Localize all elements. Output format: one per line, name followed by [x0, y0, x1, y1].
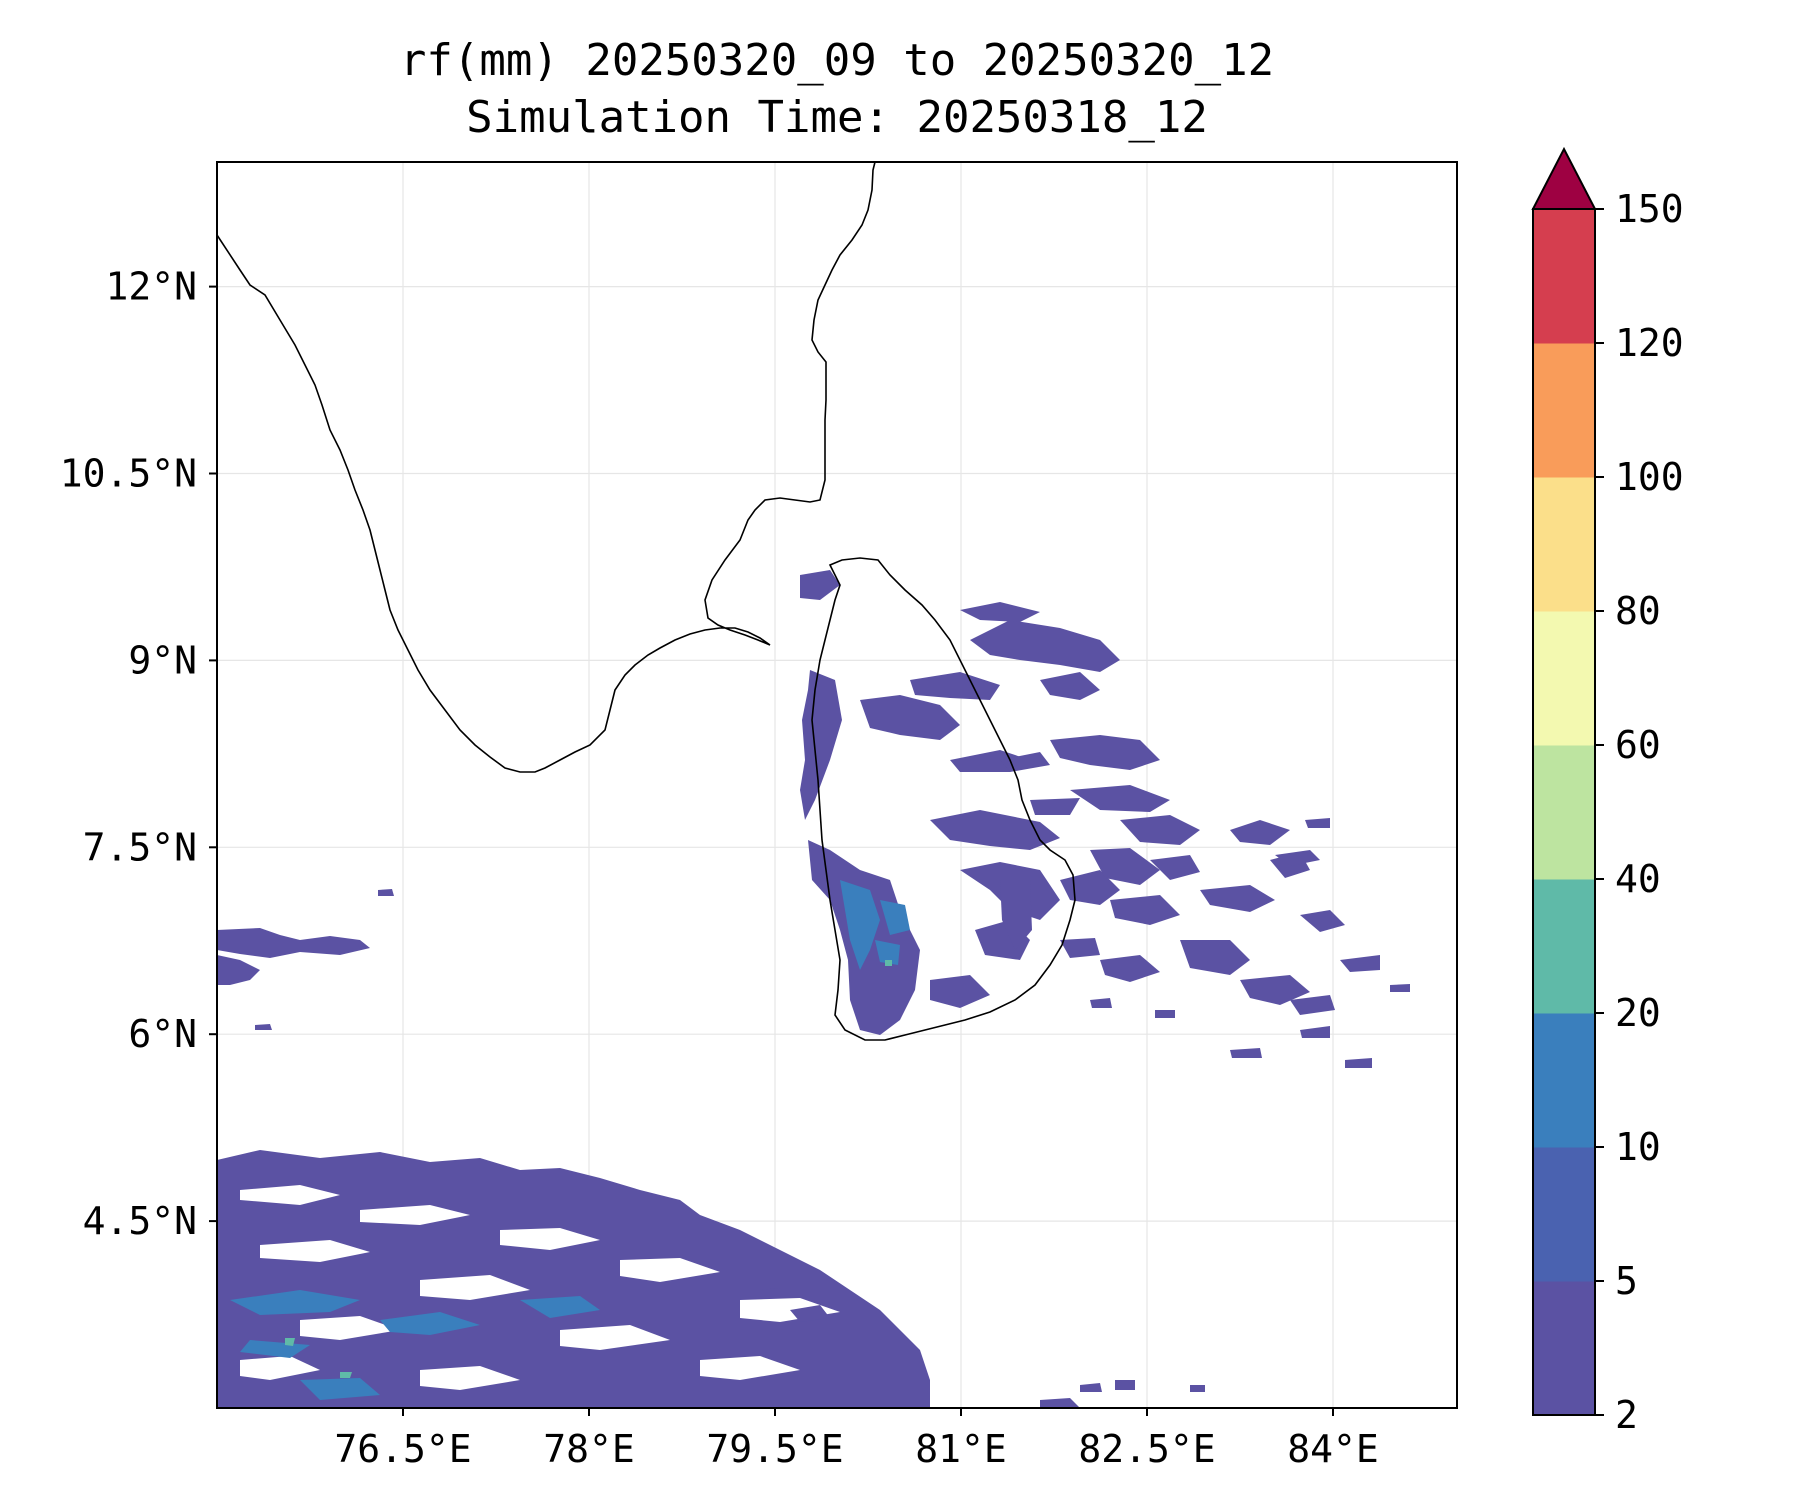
colorbar-band-2 — [1533, 1013, 1595, 1148]
colorbar-band-7 — [1533, 343, 1595, 478]
colorbar-extend-arrow — [1531, 146, 1597, 210]
coastlines — [217, 162, 1076, 1041]
x-tick-label-3: 81°E — [915, 1427, 1007, 1471]
colorbar-band-5 — [1533, 611, 1595, 746]
colorbar-frame — [1532, 208, 1596, 1416]
rainfall-contours — [217, 570, 1410, 1408]
x-axis-ticks: 76.5°E 78°E 79.5°E 81°E 82.5°E 84°E — [334, 1408, 1379, 1471]
rain-southwest-region — [217, 1150, 930, 1408]
x-tick-label-0: 76.5°E — [334, 1427, 471, 1471]
colorbar-band-8 — [1533, 209, 1595, 344]
y-tick-label-4: 6°N — [128, 1012, 197, 1056]
colorbar-band-4 — [1533, 745, 1595, 880]
y-tick-label-2: 9°N — [128, 638, 197, 682]
coastline-india — [217, 162, 876, 773]
colorbar-label-3: 20 — [1615, 991, 1661, 1035]
title-line-2: Simulation Time: 20250318_12 — [466, 92, 1208, 143]
coastline-sri-lanka — [811, 557, 1076, 1041]
colorbar-label-9: 150 — [1615, 187, 1684, 231]
rain-south-patches — [760, 1288, 1205, 1408]
colorbar-band-3 — [1533, 879, 1595, 1014]
rain-sri-lanka-region — [800, 570, 1410, 1068]
colorbar: 2 5 10 20 40 60 80 100 120 150 — [1531, 146, 1684, 1437]
y-tick-label-3: 7.5°N — [83, 825, 197, 869]
rain-west-patches — [217, 889, 394, 1030]
colorbar-label-5: 60 — [1615, 723, 1661, 767]
colorbar-band-1 — [1533, 1147, 1595, 1282]
colorbar-label-1: 5 — [1615, 1259, 1638, 1303]
x-tick-label-5: 84°E — [1287, 1427, 1379, 1471]
colorbar-label-8: 120 — [1615, 321, 1684, 365]
colorbar-label-4: 40 — [1615, 857, 1661, 901]
plot-frame — [216, 161, 1458, 1409]
x-tick-label-2: 79.5°E — [706, 1427, 843, 1471]
colorbar-label-2: 10 — [1615, 1125, 1661, 1169]
colorbar-band-6 — [1533, 477, 1595, 612]
colorbar-label-0: 2 — [1615, 1393, 1638, 1437]
y-axis-ticks: 12°N 10.5°N 9°N 7.5°N 6°N 4.5°N — [60, 265, 217, 1243]
y-tick-label-5: 4.5°N — [83, 1199, 197, 1243]
colorbar-label-7: 100 — [1615, 455, 1684, 499]
x-tick-label-4: 82.5°E — [1078, 1427, 1215, 1471]
title-line-1: rf(mm) 20250320_09 to 20250320_12 — [400, 35, 1274, 86]
x-tick-label-1: 78°E — [543, 1427, 635, 1471]
colorbar-label-6: 80 — [1615, 589, 1661, 633]
colorbar-band-0 — [1533, 1281, 1595, 1416]
y-tick-label-1: 10.5°N — [60, 452, 197, 496]
y-tick-label-0: 12°N — [105, 265, 197, 309]
